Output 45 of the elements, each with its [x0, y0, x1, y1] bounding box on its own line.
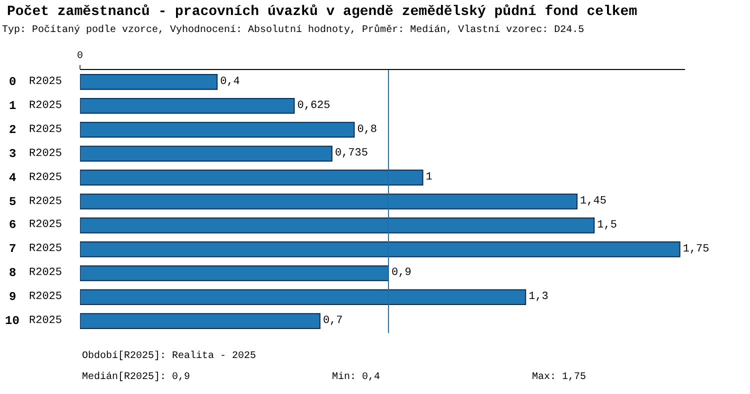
text: R2025 [29, 100, 62, 112]
series-label: R2025 [29, 76, 62, 88]
text: R2025 [29, 267, 62, 279]
data-label: 1,75 [682, 243, 710, 256]
data-label: 0,4 [220, 76, 240, 88]
data-label: 1 [426, 172, 433, 184]
y-tick-label: 2 [9, 123, 16, 137]
chart-subtitle: Typ: Počítaný podle vzorce, Vyhodnocení: Absolutní hodnoty, Průměr: Medián, Vlastní vzorec: D24.5 [2, 24, 584, 36]
y-tick-label: 3 [9, 147, 16, 161]
y-tick-label: 5 [9, 195, 16, 209]
bar [80, 122, 355, 138]
y-tick-label: 0 [9, 75, 16, 89]
y-tick-label: 8 [9, 266, 16, 280]
y-tick-label: 10 [5, 314, 20, 328]
text: Max: 1,75 [532, 372, 586, 383]
y-tick-label: 1 [9, 99, 16, 113]
text: R2025 [29, 124, 62, 136]
data-label: 1,3 [528, 291, 548, 304]
bar [80, 313, 320, 329]
data-label: 0,8 [357, 124, 378, 136]
text: R2025 [29, 315, 62, 327]
bar [80, 146, 332, 162]
y-tick-label: 4 [9, 171, 16, 185]
data-label: 1,45 [580, 196, 606, 208]
text: Min: 0,4 [332, 371, 380, 383]
text: R2025 [29, 148, 62, 160]
bar [80, 74, 218, 90]
data-label: 0,9 [391, 267, 412, 280]
text: Období[R2025]: Realita - 2025 [82, 350, 256, 362]
text: R2025 [29, 243, 62, 255]
bar [80, 98, 295, 114]
text: Medián[R2025]: 0,9 [82, 371, 190, 383]
text: R2025 [29, 291, 62, 303]
y-tick-label: 7 [9, 242, 16, 256]
data-label: 0,735 [334, 148, 368, 160]
y-tick-label: 9 [9, 290, 16, 304]
y-tick-label: 6 [9, 218, 16, 232]
data-label: 0,7 [322, 315, 343, 328]
text: R2025 [29, 196, 62, 208]
text: 0 [77, 51, 84, 62]
text: R2025 [29, 172, 62, 184]
data-label: 0,625 [297, 100, 330, 112]
chart-title: Počet zaměstnanců - pracovních úvazků v agendě zemědělský půdní fond celkem [7, 4, 638, 20]
data-label: 1,5 [597, 219, 617, 232]
text: R2025 [29, 219, 62, 231]
